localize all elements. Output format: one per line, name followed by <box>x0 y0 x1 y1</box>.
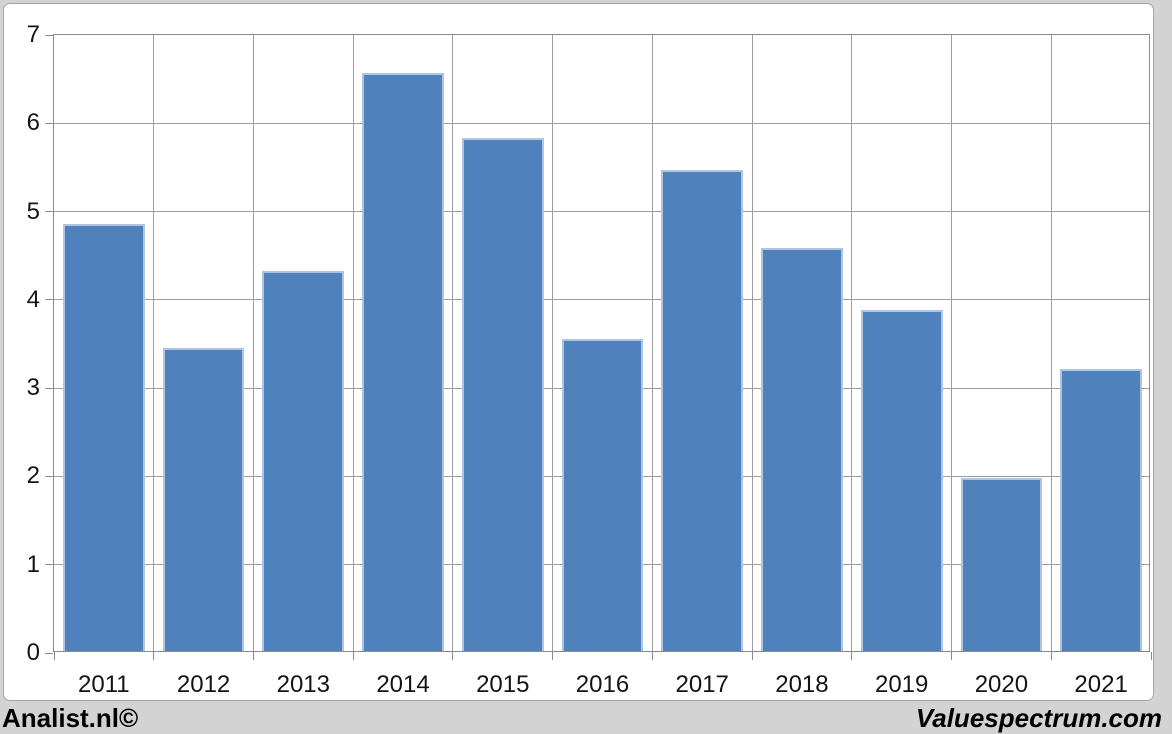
y-axis-tick <box>45 299 53 301</box>
x-axis-label: 2013 <box>276 671 330 698</box>
y-axis-label: 3 <box>26 374 40 402</box>
gridline-horizontal <box>54 299 1149 301</box>
x-axis-label: 2017 <box>675 671 729 698</box>
bar-2014 <box>362 72 444 651</box>
x-axis-tick <box>651 652 653 660</box>
bar-2019 <box>860 310 943 651</box>
x-axis-label: 2018 <box>775 671 829 698</box>
bar-2020 <box>960 477 1043 651</box>
y-axis-label: 0 <box>26 639 40 666</box>
bar-2017 <box>661 169 744 651</box>
y-axis-tick <box>45 122 53 124</box>
y-axis-tick <box>45 211 53 213</box>
bar-2015 <box>461 138 544 651</box>
chart-canvas: 0 1 2 3 4 5 6 7 2011 2012 2013 2014 2015 2016 2017 2018… <box>3 3 1154 701</box>
x-axis-tick <box>53 652 55 660</box>
gridline-vertical <box>552 35 554 651</box>
gridline-vertical <box>951 35 953 651</box>
plot-area: 0 1 2 3 4 5 6 7 2011 2012 2013 2014 2015 2016 2017 2018… <box>27 21 1152 698</box>
bar-2012 <box>162 348 245 651</box>
y-axis-label: 2 <box>26 462 40 490</box>
x-axis-label: 2021 <box>1074 671 1128 698</box>
x-axis-label: 2012 <box>176 671 231 698</box>
x-axis-tick <box>552 652 554 660</box>
gridline-vertical <box>1050 35 1052 651</box>
gridline-vertical <box>153 35 155 651</box>
y-axis-label: 6 <box>26 109 40 137</box>
gridline-vertical <box>751 35 753 651</box>
gridline-vertical <box>252 35 254 651</box>
bar-2021 <box>1060 369 1142 651</box>
x-axis-tick <box>851 652 853 660</box>
y-axis-label: 4 <box>26 285 40 313</box>
bar-2011 <box>62 223 145 651</box>
y-axis-tick <box>45 564 53 566</box>
x-axis-tick <box>153 652 155 660</box>
x-axis-tick <box>751 652 753 660</box>
y-axis-tick <box>45 387 53 389</box>
brand-valuespectrum: Valuespectrum.com <box>915 703 1162 733</box>
x-axis-label: 2011 <box>78 671 130 698</box>
x-axis-label: 2020 <box>974 671 1029 698</box>
gridline-vertical <box>851 35 853 651</box>
y-axis-label: 1 <box>26 550 40 578</box>
y-axis-tick <box>45 34 53 36</box>
bar-2016 <box>561 339 644 651</box>
x-axis-tick <box>1050 652 1052 660</box>
x-axis-label: 2019 <box>874 671 929 698</box>
gridline-vertical <box>452 35 454 651</box>
y-axis-label: 5 <box>26 197 40 225</box>
gridline-horizontal <box>54 122 1149 124</box>
x-axis-label: 2016 <box>575 671 630 698</box>
bar-2013 <box>262 270 345 651</box>
x-axis-tick <box>252 652 254 660</box>
gridline-vertical <box>651 35 653 651</box>
y-axis-tick <box>45 652 53 654</box>
x-axis-label: 2014 <box>376 671 430 698</box>
gridline-horizontal <box>54 211 1149 213</box>
x-axis-tick <box>352 652 354 660</box>
brand-analist: Analist.nl© <box>2 703 139 733</box>
y-axis-label: 7 <box>26 21 40 48</box>
x-axis-tick <box>951 652 953 660</box>
bar-2018 <box>761 248 843 651</box>
y-axis-tick <box>45 475 53 477</box>
gridline-vertical <box>352 35 354 651</box>
x-axis-tick <box>1150 652 1152 660</box>
x-axis-label: 2015 <box>476 671 530 698</box>
x-axis-tick <box>452 652 454 660</box>
